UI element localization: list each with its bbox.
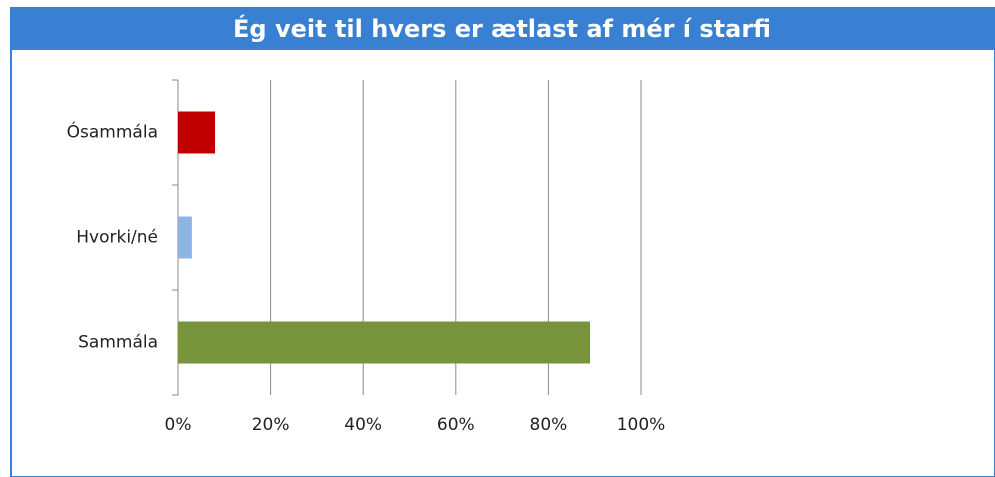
title-banner [10,7,995,50]
x-tick-label: 40% [344,415,382,435]
y-tick-label: Ósammála [67,121,158,143]
bar [178,216,192,259]
x-tick-label: 0% [165,415,192,435]
x-tick-label: 100% [617,415,666,435]
bar [178,111,216,154]
x-tick-label: 20% [252,415,290,435]
x-tick-label: 80% [530,415,568,435]
y-tick-label: Sammála [78,333,158,353]
bar [178,321,591,364]
x-tick-label: 60% [437,415,475,435]
y-tick-label: Hvorki/né [76,228,158,248]
chart-title: Ég veit til hvers er ætlast af mér í sta… [233,14,771,43]
chart-frame [10,7,995,477]
